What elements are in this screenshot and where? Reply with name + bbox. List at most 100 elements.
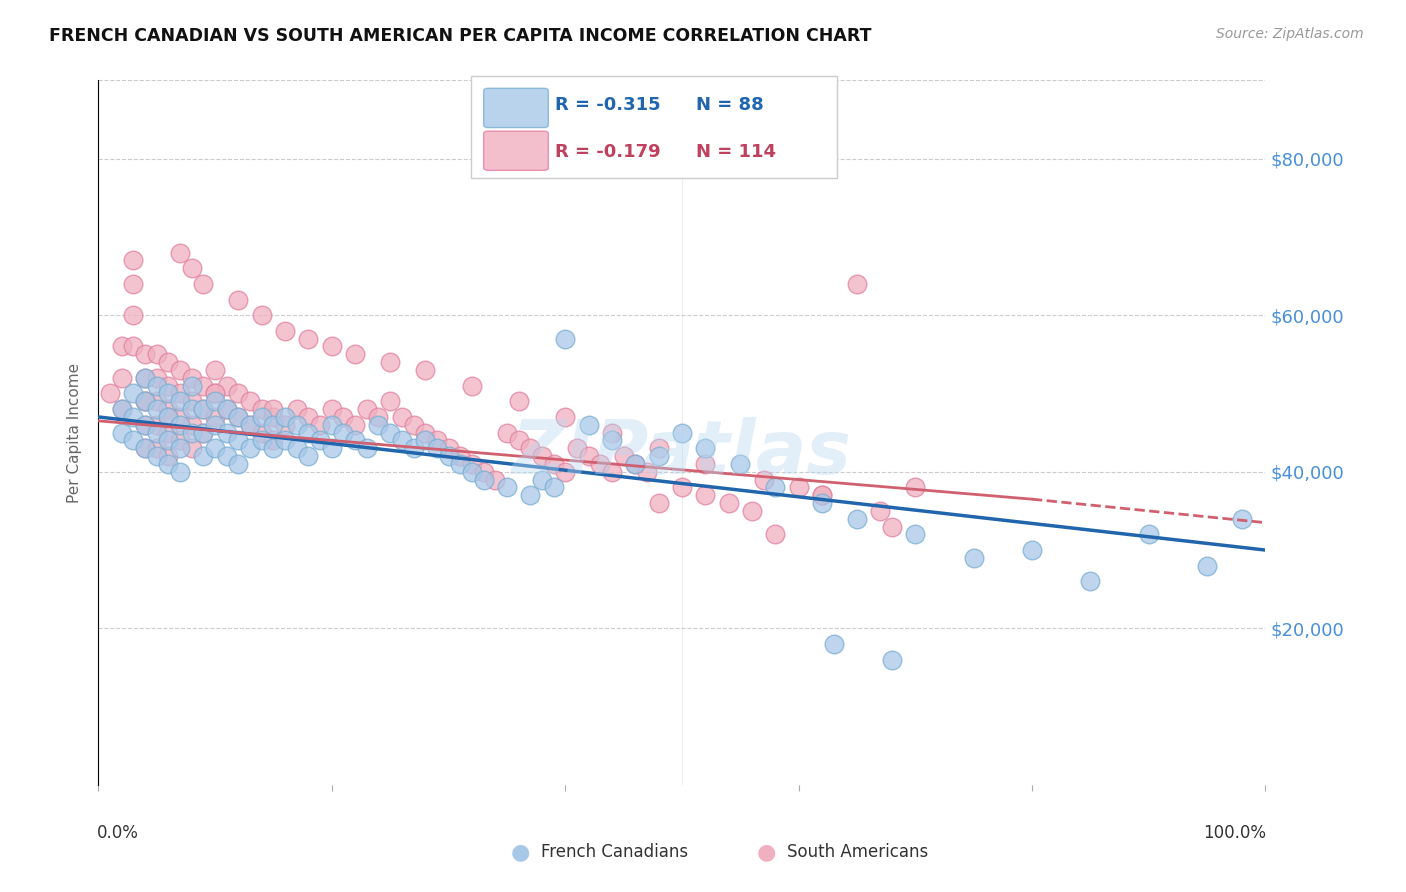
Point (402, 417, 425, 432)
Point (344, 417, 367, 432)
Point (811, 488, 834, 502)
Point (426, 434, 449, 448)
Point (461, 378, 484, 392)
Text: R = -0.315: R = -0.315 (555, 96, 661, 114)
Point (565, 442, 588, 456)
Point (157, 355, 180, 369)
Point (437, 449, 460, 463)
Point (228, 386, 250, 401)
Point (169, 417, 191, 432)
Point (554, 332, 576, 346)
Point (962, 550, 984, 565)
Point (228, 409, 250, 424)
Point (332, 425, 354, 440)
Point (122, 386, 145, 401)
Point (647, 442, 669, 456)
Point (741, 504, 763, 518)
Point (717, 496, 740, 510)
Point (904, 527, 927, 541)
Point (157, 386, 180, 401)
Text: N = 114: N = 114 (696, 143, 776, 161)
Point (204, 409, 226, 424)
Point (647, 449, 669, 463)
Point (671, 425, 693, 440)
Point (146, 442, 169, 456)
Point (157, 409, 180, 424)
Point (391, 434, 413, 448)
Point (169, 465, 191, 479)
Point (285, 402, 308, 417)
Point (193, 378, 215, 392)
Point (578, 449, 600, 463)
Point (413, 434, 436, 448)
Point (624, 457, 647, 471)
Point (695, 488, 717, 502)
Point (134, 371, 156, 385)
Point (204, 363, 226, 377)
Point (180, 394, 202, 409)
Point (787, 480, 810, 494)
Point (193, 425, 215, 440)
Point (321, 442, 343, 456)
Point (180, 402, 202, 417)
Point (250, 409, 273, 424)
Point (285, 417, 308, 432)
Point (180, 371, 202, 385)
Point (228, 409, 250, 424)
Point (204, 417, 226, 432)
Text: Source: ZipAtlas.com: Source: ZipAtlas.com (1216, 27, 1364, 41)
Point (98, 386, 121, 401)
Point (297, 332, 319, 346)
Point (508, 434, 530, 448)
Point (122, 308, 145, 322)
Point (122, 277, 145, 291)
Point (239, 394, 262, 409)
Point (193, 449, 215, 463)
Point (671, 480, 693, 494)
Point (437, 442, 460, 456)
Point (508, 394, 530, 409)
Point (215, 402, 238, 417)
Point (461, 457, 484, 471)
Point (823, 637, 845, 651)
Point (193, 277, 215, 291)
Point (519, 442, 541, 456)
Point (274, 409, 297, 424)
Point (193, 402, 215, 417)
Point (426, 442, 449, 456)
Point (134, 394, 156, 409)
Point (904, 480, 927, 494)
Point (262, 402, 284, 417)
Point (496, 425, 519, 440)
Point (157, 457, 180, 471)
Point (122, 253, 145, 268)
Point (600, 465, 623, 479)
Point (413, 363, 436, 377)
Point (122, 434, 145, 448)
Point (402, 442, 425, 456)
Point (356, 402, 378, 417)
Point (134, 442, 156, 456)
Point (228, 434, 250, 448)
Point (297, 425, 319, 440)
Point (134, 442, 156, 456)
Point (321, 417, 343, 432)
Point (880, 653, 903, 667)
Point (309, 417, 332, 432)
Point (356, 442, 378, 456)
Text: ZIPatlas: ZIPatlas (512, 417, 852, 491)
Point (647, 496, 669, 510)
Point (519, 488, 541, 502)
Point (157, 434, 180, 448)
Point (309, 434, 332, 448)
Point (169, 442, 191, 456)
Point (193, 425, 215, 440)
Point (380, 394, 402, 409)
Point (111, 371, 134, 385)
Point (169, 245, 191, 260)
Point (332, 409, 354, 424)
Point (134, 394, 156, 409)
Point (811, 488, 834, 502)
Point (169, 394, 191, 409)
Point (613, 449, 636, 463)
